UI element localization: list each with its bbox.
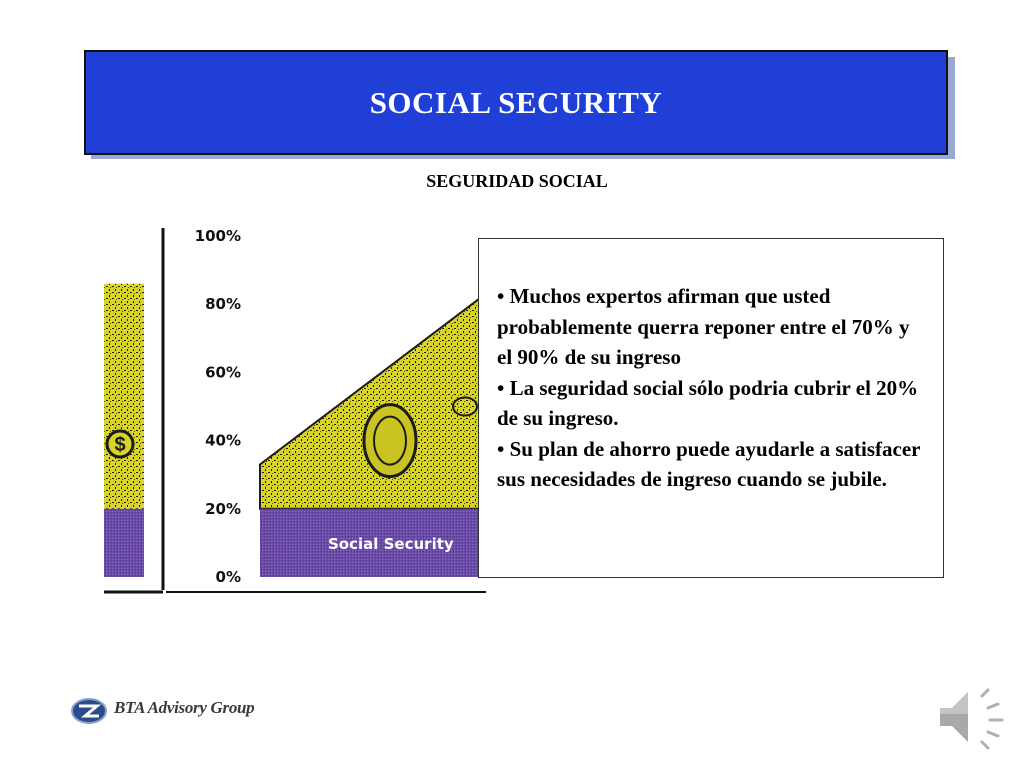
bta-logo-icon <box>71 698 107 724</box>
y-tick-label: 60% <box>205 363 241 381</box>
bullet-item: • Su plan de ahorro puede ayudarle a sat… <box>497 436 921 492</box>
y-tick-label: 40% <box>205 432 241 450</box>
page-subtitle: SEGURIDAD SOCIAL <box>426 171 608 191</box>
income-replacement-chart: $100% 80% 60% 40% 20% 0% Social Security <box>104 227 490 594</box>
y-tick-label: 80% <box>205 295 241 313</box>
dollar-sign: $ <box>114 434 125 456</box>
y-tick-label: 20% <box>205 500 241 518</box>
info-text-box: • Muchos expertos afirman que usted prob… <box>478 238 944 578</box>
title-banner: SOCIAL SECURITY <box>84 50 948 155</box>
bullet-item: • La seguridad social sólo podria cubrir… <box>497 375 919 431</box>
y-tick-label: 0% <box>216 568 241 586</box>
social-security-bar <box>260 508 490 577</box>
bill-portrait <box>362 403 418 479</box>
left-money-column <box>104 283 144 509</box>
company-logo: BTA Advisory Group <box>70 694 290 728</box>
dollar-coin <box>105 429 135 459</box>
logo-text: BTA Advisory Group <box>114 698 255 717</box>
bullet-item: • Muchos expertos afirman que usted prob… <box>497 284 910 369</box>
left-social-security-bar <box>104 508 144 577</box>
bill-portrait-inner <box>373 415 407 466</box>
page-title: SOCIAL SECURITY <box>369 84 663 120</box>
y-tick-label: 100% <box>195 227 241 245</box>
bill-seal <box>452 396 478 417</box>
speaker-icon[interactable] <box>936 684 1008 750</box>
series-label: Social Security <box>328 535 454 553</box>
